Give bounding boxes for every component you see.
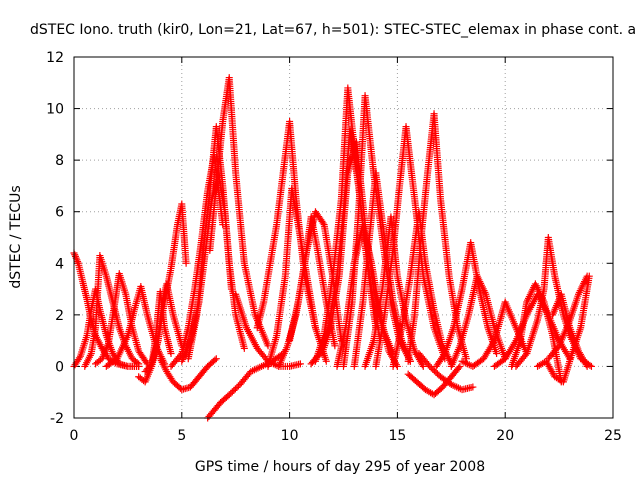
series-8 — [148, 200, 190, 370]
data-point — [142, 358, 150, 366]
y-tick-label: 10 — [46, 102, 64, 118]
y-tick-label: 0 — [55, 359, 64, 375]
tick-labels: 0 5 10 15 20 25 -2 0 2 4 6 8 10 12 — [46, 50, 622, 444]
x-tick-label: 25 — [604, 428, 622, 444]
x-tick-label: 5 — [177, 428, 186, 444]
y-tick-label: 6 — [55, 205, 64, 221]
data-point — [182, 259, 190, 267]
data-point — [133, 359, 141, 367]
data-point — [228, 388, 236, 396]
y-tick-label: 2 — [55, 308, 64, 324]
series-17 — [264, 185, 330, 370]
x-tick-label: 10 — [281, 428, 299, 444]
y-tick-label: -2 — [50, 411, 64, 427]
data-point — [230, 386, 238, 394]
data-point — [225, 391, 233, 399]
series-9 — [156, 355, 220, 394]
series-13 — [206, 74, 272, 350]
data-point — [233, 383, 241, 391]
data-point — [240, 344, 248, 352]
data-point — [167, 350, 175, 358]
series-12 — [184, 123, 248, 363]
data-point — [469, 383, 477, 391]
data-point — [296, 360, 304, 368]
y-tick-label: 12 — [46, 50, 64, 66]
data-point — [71, 252, 79, 260]
data-point — [211, 356, 219, 364]
data-point — [74, 258, 82, 266]
data-point — [71, 251, 79, 259]
data-point — [135, 360, 143, 368]
data-point — [73, 256, 81, 264]
y-tick-label: 8 — [55, 153, 64, 169]
y-tick-label: 4 — [55, 256, 64, 272]
data-points — [70, 74, 595, 422]
x-tick-label: 15 — [388, 428, 406, 444]
data-point — [227, 389, 235, 397]
x-tick-label: 0 — [70, 428, 79, 444]
data-point — [212, 355, 220, 363]
data-point — [75, 354, 83, 362]
x-tick-label: 20 — [496, 428, 514, 444]
chart-title: dSTEC Iono. truth (kir0, Lon=21, Lat=67,… — [30, 22, 636, 38]
data-point — [231, 385, 239, 393]
